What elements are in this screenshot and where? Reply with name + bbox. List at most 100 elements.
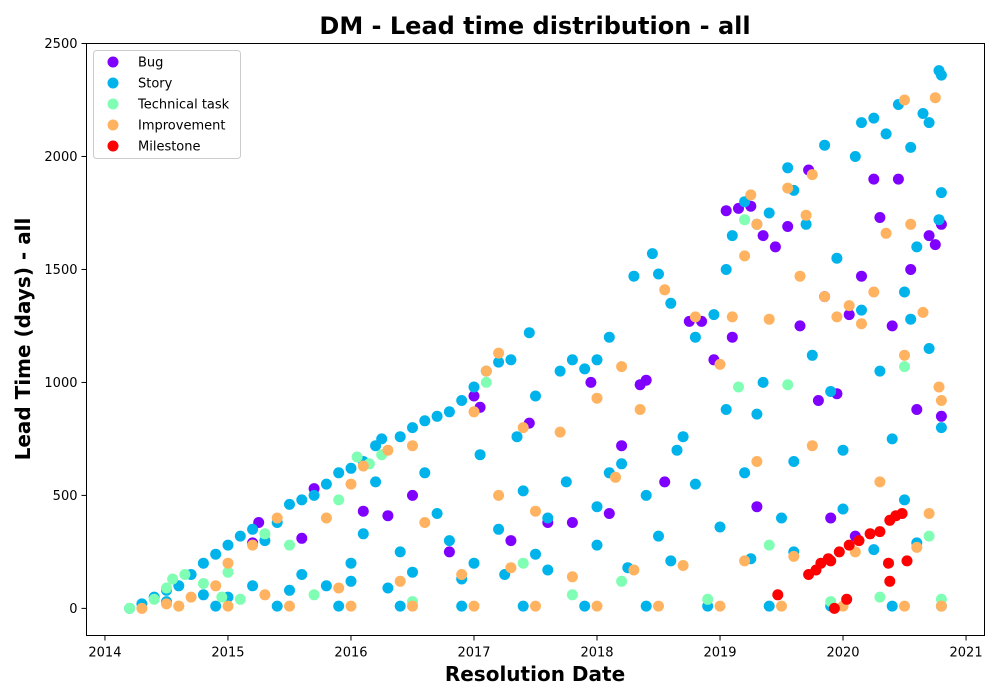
data-point: [899, 361, 910, 373]
data-point: [234, 593, 246, 605]
data-point: [825, 512, 837, 524]
data-point: [517, 422, 529, 434]
data-point: [591, 600, 603, 612]
data-point: [883, 557, 894, 569]
data-point: [603, 508, 615, 519]
data-point: [566, 517, 578, 528]
x-tick-label: 2014: [88, 646, 121, 661]
data-point: [222, 600, 234, 612]
data-point: [591, 501, 603, 513]
data-point: [886, 433, 898, 445]
data-point: [308, 489, 320, 501]
data-point: [247, 539, 259, 551]
data-point: [856, 270, 867, 282]
data-point: [874, 526, 886, 538]
data-point: [345, 557, 357, 569]
data-point: [689, 331, 701, 343]
chart-title: DM - Lead time distribution - all: [319, 12, 750, 40]
data-point: [431, 508, 443, 519]
data-point: [708, 309, 720, 321]
data-point: [935, 410, 947, 422]
data-point: [259, 589, 271, 601]
data-point: [345, 600, 357, 612]
legend-label: Milestone: [138, 140, 201, 155]
legend-label: Bug: [138, 56, 163, 71]
data-point: [776, 600, 787, 612]
data-point: [825, 555, 837, 567]
data-point: [884, 575, 896, 587]
data-point: [468, 381, 480, 393]
data-point: [905, 313, 917, 325]
data-point: [782, 379, 794, 391]
legend-marker: [107, 56, 119, 68]
data-point: [874, 365, 886, 377]
data-point: [468, 406, 480, 418]
data-point: [616, 440, 628, 452]
data-point: [591, 354, 603, 366]
data-point: [468, 557, 480, 569]
data-point: [505, 535, 517, 547]
data-point: [901, 555, 913, 567]
data-point: [443, 406, 455, 418]
data-point: [320, 478, 332, 490]
data-point: [247, 523, 259, 535]
data-point: [868, 286, 880, 298]
data-point: [763, 313, 775, 325]
data-point: [480, 365, 492, 377]
data-point: [923, 508, 935, 519]
data-point: [456, 395, 468, 406]
data-point: [819, 291, 831, 303]
data-point: [394, 600, 406, 612]
data-point: [419, 517, 431, 528]
data-point: [296, 532, 308, 544]
data-point: [579, 600, 591, 612]
data-point: [868, 112, 880, 124]
data-point: [222, 539, 234, 551]
data-point: [806, 440, 818, 452]
data-point: [456, 569, 468, 580]
data-point: [480, 376, 492, 388]
x-tick-label: 2021: [950, 646, 983, 661]
data-point: [899, 349, 910, 361]
data-point: [394, 431, 406, 443]
data-point: [899, 286, 910, 298]
data-point: [284, 498, 295, 510]
data-point: [351, 451, 363, 463]
data-point: [271, 600, 283, 612]
data-point: [210, 600, 222, 612]
legend: Bug Story Technical task Improvement Milesto…: [93, 50, 241, 159]
data-point: [284, 539, 295, 551]
data-point: [616, 361, 628, 373]
data-point: [880, 128, 892, 140]
x-tick-label: 2015: [211, 646, 244, 661]
y-tick-label: 2000: [44, 150, 77, 165]
plot-frame: [86, 43, 985, 636]
data-point: [739, 555, 751, 567]
data-point: [782, 182, 794, 194]
data-point: [493, 523, 505, 535]
data-point: [843, 539, 855, 551]
data-point: [788, 550, 800, 562]
data-point: [843, 300, 855, 312]
legend-marker: [107, 119, 119, 131]
data-point: [739, 250, 751, 262]
data-point: [345, 478, 357, 490]
data-point: [689, 311, 701, 323]
data-point: [646, 248, 658, 260]
data-point: [739, 467, 751, 479]
data-point: [665, 555, 677, 567]
data-point: [616, 575, 628, 587]
x-tick-label: 2016: [334, 646, 367, 661]
data-point: [124, 602, 136, 614]
data-point: [831, 311, 843, 323]
data-point: [284, 600, 295, 612]
data-point: [419, 415, 431, 427]
data-point: [935, 422, 947, 434]
data-point: [733, 381, 744, 393]
data-point: [917, 108, 929, 119]
data-point: [530, 600, 541, 612]
data-point: [800, 218, 812, 230]
y-tick-label: 0: [69, 602, 77, 617]
data-point: [841, 593, 853, 605]
data-point: [585, 376, 597, 388]
